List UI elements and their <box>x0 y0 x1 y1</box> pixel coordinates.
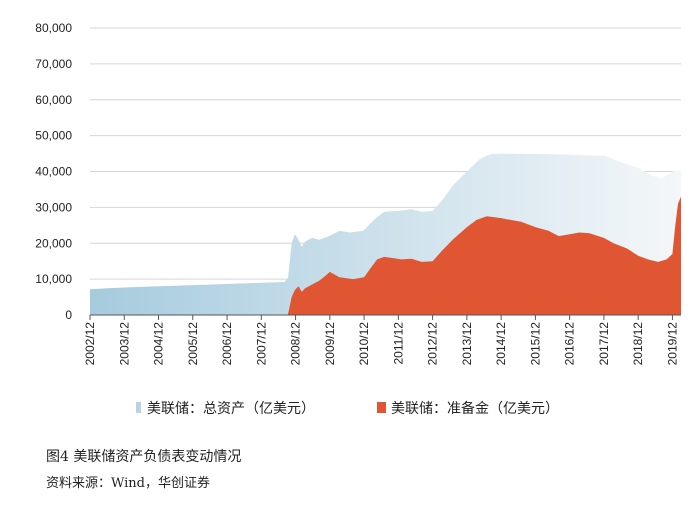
x-tick-label: 2016/12 <box>563 322 577 366</box>
x-tick-label: 2015/12 <box>528 322 542 366</box>
x-tick-label: 2019/12 <box>665 322 679 366</box>
x-tick-label: 2013/12 <box>460 322 474 366</box>
x-tick-label: 2010/12 <box>357 322 371 366</box>
legend-label-reserves: 美联储：准备金（亿美元） <box>391 400 559 417</box>
x-tick-label: 2004/12 <box>152 322 166 366</box>
y-tick-label: 70,000 <box>35 57 72 71</box>
x-axis-ticks: 2002/12 2003/12 2004/12 2005/12 2006/12 2007/… <box>83 315 679 365</box>
x-tick-label: 2009/12 <box>323 322 337 366</box>
legend-swatch-reserves <box>377 402 386 413</box>
x-tick-label: 2005/12 <box>186 322 200 366</box>
reserves-area <box>288 196 681 315</box>
legend-swatch-total-assets <box>136 402 141 413</box>
y-tick-label: 30,000 <box>35 200 72 214</box>
y-tick-label: 20,000 <box>35 236 72 250</box>
y-tick-label: 40,000 <box>35 165 72 179</box>
gridlines <box>90 27 681 280</box>
x-tick-label: 2012/12 <box>426 322 440 366</box>
x-tick-label: 2007/12 <box>254 322 268 366</box>
chart: 0 10,000 20,000 30,000 40,000 50,000 60,000 70,… <box>35 21 681 417</box>
x-tick-label: 2008/12 <box>289 322 303 366</box>
legend-label-total-assets: 美联储：总资产（亿美元） <box>147 401 315 417</box>
y-tick-label: 0 <box>65 308 72 322</box>
x-tick-label: 2006/12 <box>220 322 234 366</box>
x-tick-label: 2002/12 <box>83 322 97 366</box>
x-tick-label: 2018/12 <box>631 322 645 366</box>
y-tick-label: 50,000 <box>35 129 72 143</box>
source-note: 资料来源：Wind，华创证券 <box>46 476 210 491</box>
y-tick-label: 80,000 <box>35 21 72 35</box>
x-tick-label: 2017/12 <box>597 322 611 366</box>
legend: 美联储：总资产（亿美元） 美联储：准备金（亿美元） <box>136 400 559 417</box>
y-tick-label: 10,000 <box>35 272 72 286</box>
x-tick-label: 2003/12 <box>117 322 131 366</box>
x-tick-label: 2014/12 <box>494 322 508 366</box>
x-tick-label: 2011/12 <box>391 322 405 365</box>
figure-caption: 图4 美联储资产负债表变动情况 <box>46 449 242 465</box>
y-axis-ticks: 0 10,000 20,000 30,000 40,000 50,000 60,000 70,… <box>35 21 72 322</box>
y-tick-label: 60,000 <box>35 93 72 107</box>
